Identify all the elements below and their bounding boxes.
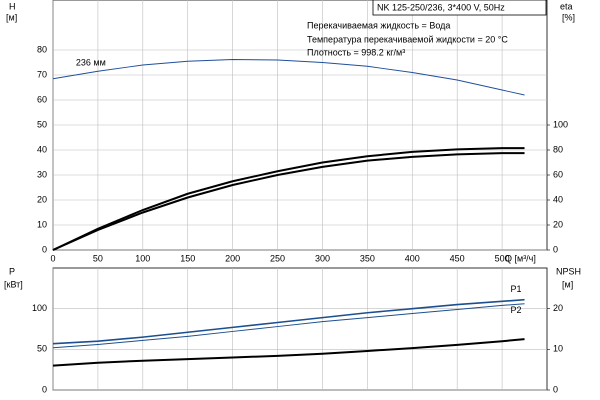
plot-area xyxy=(52,267,548,391)
x-tick-label: 450 xyxy=(450,253,465,263)
y2-tick-label: 20 xyxy=(553,303,563,313)
x-tick-label: 250 xyxy=(270,253,285,263)
y-axis-label: P xyxy=(9,266,15,276)
y-axis-unit: [кВт] xyxy=(4,279,23,289)
y2-tick-label: 0 xyxy=(553,244,558,254)
curve xyxy=(52,298,525,345)
y-tick-label: 70 xyxy=(37,69,47,79)
note: Температура перекачиваемой жидкости = 20… xyxy=(307,34,508,44)
y2-tick-label: 100 xyxy=(553,119,568,129)
curve xyxy=(52,303,525,349)
x-tick-label: 350 xyxy=(360,253,375,263)
y-tick-label: 40 xyxy=(37,144,47,154)
y2-axis-label: NPSH xyxy=(556,266,581,276)
y2-axis-unit: [м] xyxy=(562,279,573,289)
x-tick-label: 100 xyxy=(135,253,150,263)
curve-label: P1 xyxy=(511,284,522,294)
y2-tick-label: 10 xyxy=(553,344,563,354)
y2-tick-label: 80 xyxy=(553,144,563,154)
y2-tick-label: 60 xyxy=(553,169,563,179)
curve-label: 236 мм xyxy=(76,58,106,68)
curve xyxy=(52,59,525,96)
y-tick-label: 80 xyxy=(37,44,47,54)
x-tick-label: 500 xyxy=(495,253,510,263)
chart-title: NK 125-250/236, 3*400 V, 50Hz xyxy=(377,2,505,12)
y-tick-label: 0 xyxy=(42,384,47,394)
curve xyxy=(52,147,525,251)
y-tick-label: 50 xyxy=(37,344,47,354)
plots: 0 50 100 150 200 250 300 350 400 450 5000102030405… xyxy=(32,0,568,394)
curve xyxy=(52,152,525,251)
y2-tick-label: 0 xyxy=(553,384,558,394)
x-tick-label: 50 xyxy=(93,253,103,263)
y-tick-label: 0 xyxy=(42,244,47,254)
y-tick-label: 100 xyxy=(32,303,47,313)
y2-axis-unit: [%] xyxy=(562,12,575,22)
x-tick-label: 200 xyxy=(225,253,240,263)
curve-label: P2 xyxy=(511,305,522,315)
y2-axis-label: eta xyxy=(560,1,573,11)
x-tick-label: 150 xyxy=(180,253,195,263)
x-tick-label: 400 xyxy=(405,253,420,263)
y-tick-label: 60 xyxy=(37,94,47,104)
note: Перекачиваемая жидкость = Вода xyxy=(307,20,450,30)
x-tick-label: 0 xyxy=(50,253,55,263)
title-box xyxy=(372,0,547,16)
x-axis-label: Q [м³/ч] xyxy=(505,253,536,263)
y-tick-label: 30 xyxy=(37,169,47,179)
y-tick-label: 10 xyxy=(37,219,47,229)
y-tick-label: 20 xyxy=(37,194,47,204)
x-tick-label: 300 xyxy=(315,253,330,263)
y-axis-label: H xyxy=(9,1,16,11)
note: Плотность = 998.2 кг/м³ xyxy=(307,47,405,57)
curve xyxy=(52,338,525,367)
y-axis-unit: [м] xyxy=(6,12,17,22)
y2-tick-label: 20 xyxy=(553,219,563,229)
y2-tick-label: 40 xyxy=(553,194,563,204)
y-tick-label: 50 xyxy=(37,119,47,129)
